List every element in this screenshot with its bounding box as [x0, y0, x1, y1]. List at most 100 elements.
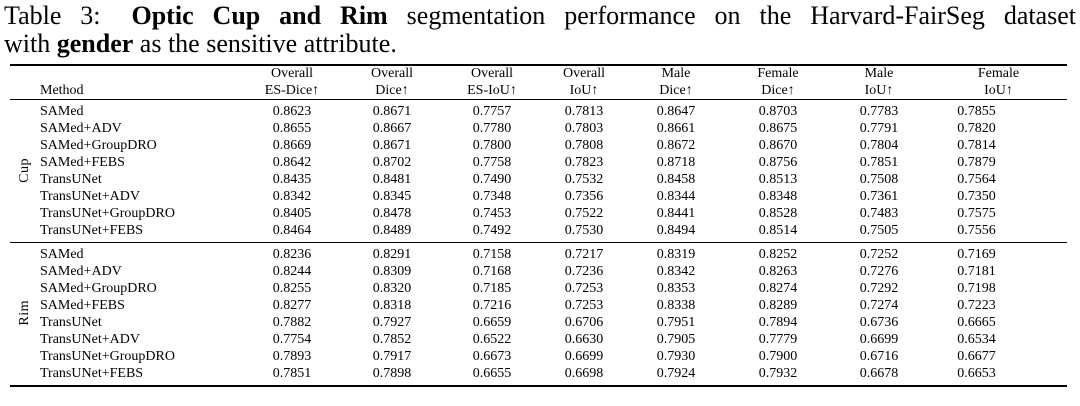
- column-header-line1: Male: [661, 66, 691, 81]
- value-cell: 0.7356: [564, 189, 604, 204]
- value-cell: 0.8669: [272, 138, 312, 153]
- method-cell: SAMed+ADV: [40, 264, 122, 279]
- value-cell: 0.6678: [859, 366, 899, 381]
- value-cell: 0.8514: [758, 223, 798, 238]
- method-cell: SAMed+GroupDRO: [40, 138, 157, 153]
- column-header-line1: Female: [977, 66, 1020, 81]
- value-cell: 0.7217: [564, 247, 604, 262]
- column-header-line1: Female: [757, 66, 799, 81]
- value-cell: 0.7791: [859, 121, 899, 136]
- value-cell: 0.7820: [957, 121, 996, 136]
- value-cell: 0.8320: [372, 281, 412, 296]
- value-cell: 0.7894: [758, 315, 798, 330]
- table-row: TransUNet+FEBS 0.8464 0.8489 0.7492 0.75…: [10, 222, 1067, 243]
- value-cell: 0.8671: [372, 104, 412, 119]
- value-cell: 0.7216: [472, 298, 512, 313]
- column-header-line2: Dice↑: [761, 82, 795, 98]
- value-cell: 0.7274: [859, 298, 899, 313]
- value-cell: 0.8274: [758, 281, 798, 296]
- column-header-line2: ES-Dice↑: [264, 82, 320, 98]
- value-cell: 0.7198: [957, 281, 996, 296]
- value-cell: 0.7532: [564, 172, 604, 187]
- value-cell: 0.7508: [859, 172, 899, 187]
- value-cell: 0.8309: [372, 264, 412, 279]
- value-cell: 0.7492: [472, 223, 512, 238]
- method-cell: SAMed+ADV: [40, 121, 122, 136]
- value-cell: 0.8338: [656, 298, 696, 313]
- value-cell: 0.7292: [859, 281, 899, 296]
- value-cell: 0.6534: [957, 332, 996, 347]
- column-header-overall-iou: Overall IoU↑: [544, 65, 624, 100]
- value-cell: 0.8255: [272, 281, 312, 296]
- value-cell: 0.7168: [472, 264, 512, 279]
- value-cell: 0.7893: [272, 349, 312, 364]
- group-label-cell: Rim: [10, 243, 40, 387]
- value-cell: 0.7453: [472, 206, 512, 221]
- value-cell: 0.8703: [758, 104, 798, 119]
- table-row: TransUNet+GroupDRO 0.8405 0.8478 0.7453 …: [10, 205, 1067, 222]
- value-cell: 0.7814: [957, 138, 996, 153]
- column-header-line2: Dice↑: [375, 82, 409, 98]
- value-cell: 0.7808: [564, 138, 604, 153]
- value-cell: 0.7253: [564, 281, 604, 296]
- table-row: TransUNet+FEBS 0.7851 0.7898 0.6655 0.66…: [10, 365, 1067, 386]
- table-header: Method Overall ES-Dice↑ Overall Dice↑ Ov…: [10, 65, 1067, 100]
- table-row: TransUNet 0.7882 0.7927 0.6659 0.6706 0.…: [10, 314, 1067, 331]
- value-cell: 0.7158: [472, 247, 512, 262]
- table-row: TransUNet 0.8435 0.8481 0.7490 0.7532 0.…: [10, 171, 1067, 188]
- value-cell: 0.8348: [758, 189, 798, 204]
- table-number-label: Table 3:: [4, 1, 101, 30]
- table-row: SAMed+FEBS 0.8277 0.8318 0.7216 0.7253 0…: [10, 297, 1067, 314]
- value-cell: 0.7522: [564, 206, 604, 221]
- group-label-rotated: Cup: [17, 157, 32, 183]
- value-cell: 0.7879: [957, 155, 996, 170]
- value-cell: 0.8623: [272, 104, 312, 119]
- value-cell: 0.8342: [656, 264, 696, 279]
- value-cell: 0.7804: [859, 138, 899, 153]
- method-cell: TransUNet: [40, 315, 102, 330]
- method-cell: TransUNet+ADV: [40, 332, 140, 347]
- column-header-line2: IoU↑: [984, 82, 1013, 98]
- header-row: Method Overall ES-Dice↑ Overall Dice↑ Ov…: [10, 65, 1067, 100]
- value-cell: 0.7803: [564, 121, 604, 136]
- column-header-overall-es-dice: Overall ES-Dice↑: [240, 65, 344, 100]
- method-column-header: Method: [40, 83, 84, 98]
- column-header-line1: Overall: [563, 66, 605, 81]
- value-cell: 0.8661: [656, 121, 696, 136]
- value-cell: 0.7252: [859, 247, 899, 262]
- results-table: Method Overall ES-Dice↑ Overall Dice↑ Ov…: [10, 64, 1067, 387]
- value-cell: 0.8435: [272, 172, 312, 187]
- value-cell: 0.8642: [272, 155, 312, 170]
- table-row: SAMed+ADV 0.8655 0.8667 0.7780 0.7803 0.…: [10, 120, 1067, 137]
- value-cell: 0.6673: [472, 349, 512, 364]
- column-header-line2: ES-IoU↑: [467, 82, 517, 98]
- table-row: SAMed+ADV 0.8244 0.8309 0.7168 0.7236 0.…: [10, 263, 1067, 280]
- value-cell: 0.8671: [372, 138, 412, 153]
- value-cell: 0.7780: [472, 121, 512, 136]
- value-cell: 0.7505: [859, 223, 899, 238]
- value-cell: 0.8494: [656, 223, 696, 238]
- value-cell: 0.6659: [472, 315, 512, 330]
- column-header-female-dice: Female Dice↑: [728, 65, 828, 100]
- column-header-line2: Dice↑: [659, 82, 693, 98]
- value-cell: 0.7898: [372, 366, 412, 381]
- value-cell: 0.7951: [656, 315, 696, 330]
- value-cell: 0.8345: [372, 189, 412, 204]
- value-cell: 0.7930: [656, 349, 696, 364]
- value-cell: 0.7924: [656, 366, 696, 381]
- value-cell: 0.8478: [372, 206, 412, 221]
- caption-line-1: Table 3: Optic Cup and Rim segmentation …: [4, 2, 1076, 30]
- caption-bold-title: Optic Cup and Rim: [131, 1, 388, 30]
- value-cell: 0.7882: [272, 315, 312, 330]
- value-cell: 0.8718: [656, 155, 696, 170]
- value-cell: 0.7361: [859, 189, 899, 204]
- value-cell: 0.7855: [957, 104, 996, 119]
- method-cell: SAMed+GroupDRO: [40, 281, 157, 296]
- value-cell: 0.8667: [372, 121, 412, 136]
- value-cell: 0.7932: [758, 366, 798, 381]
- value-cell: 0.6716: [859, 349, 899, 364]
- value-cell: 0.7800: [472, 138, 512, 153]
- method-cell: TransUNet+ADV: [40, 189, 140, 204]
- value-cell: 0.8319: [656, 247, 696, 262]
